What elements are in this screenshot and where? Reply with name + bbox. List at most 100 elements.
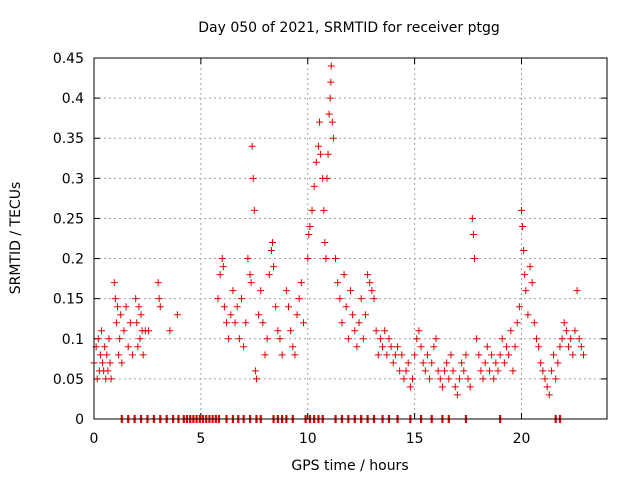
data-point [368, 287, 376, 295]
data-point [381, 327, 389, 335]
data-point [400, 375, 408, 383]
data-point [173, 311, 181, 319]
data-point [136, 335, 144, 343]
data-point [430, 343, 438, 351]
data-point [110, 279, 118, 287]
data-point [276, 335, 284, 343]
data-point [466, 383, 474, 391]
data-point [441, 367, 449, 375]
data-point [132, 295, 140, 303]
data-point [469, 230, 477, 238]
data-point [515, 303, 523, 311]
y-tick-label: 0.05 [53, 372, 84, 388]
data-point [361, 311, 369, 319]
data-point [216, 271, 224, 279]
data-point [565, 343, 573, 351]
data-point [513, 319, 521, 327]
y-tick-label: 0.4 [62, 91, 84, 107]
data-point [575, 335, 583, 343]
data-point [249, 174, 257, 182]
data-point [287, 327, 295, 335]
data-point [359, 335, 367, 343]
data-point [327, 78, 335, 86]
data-point [374, 351, 382, 359]
data-point [569, 351, 577, 359]
data-point [505, 351, 513, 359]
data-point [308, 206, 316, 214]
data-point [251, 367, 259, 375]
data-point [526, 263, 534, 271]
data-point [391, 351, 399, 359]
axis-ticks [93, 57, 607, 420]
data-point [462, 351, 470, 359]
data-point [135, 303, 143, 311]
data-point [520, 247, 528, 255]
data-point [237, 295, 245, 303]
x-tick-label: 20 [513, 431, 531, 447]
data-point [265, 271, 273, 279]
data-point [305, 230, 313, 238]
data-point [219, 263, 227, 271]
data-point [259, 319, 267, 327]
data-point [285, 303, 293, 311]
data-point [134, 343, 142, 351]
data-point [101, 343, 109, 351]
data-point [366, 279, 374, 287]
data-point [357, 295, 365, 303]
data-point [443, 359, 451, 367]
y-tick-labels: 0 0.05 0.1 0.15 0.2 0.25 0.3 0.35 0.4 0.45 [53, 51, 84, 428]
data-point [99, 359, 107, 367]
data-point [115, 351, 123, 359]
data-point [344, 335, 352, 343]
data-point [402, 367, 410, 375]
data-point [473, 335, 481, 343]
data-point [415, 327, 423, 335]
data-point [227, 311, 235, 319]
data-point [126, 319, 134, 327]
chart-title: Day 050 of 2021, SRMTID for receiver ptg… [198, 20, 500, 36]
data-point [383, 351, 391, 359]
data-point [528, 279, 536, 287]
data-point [122, 303, 130, 311]
data-point [282, 287, 290, 295]
x-tick-label: 0 [90, 431, 99, 447]
data-point [214, 295, 222, 303]
data-point [530, 319, 538, 327]
y-tick-label: 0 [75, 412, 84, 428]
y-tick-label: 0.35 [53, 131, 84, 147]
data-point [432, 335, 440, 343]
data-point [104, 367, 112, 375]
data-point [552, 375, 560, 383]
data-point [438, 383, 446, 391]
data-point [97, 327, 105, 335]
data-point [567, 335, 575, 343]
data-point [117, 311, 125, 319]
data-point [426, 375, 434, 383]
data-point [524, 311, 532, 319]
data-point [470, 255, 478, 263]
data-point [372, 327, 380, 335]
data-point [532, 335, 540, 343]
data-point [419, 359, 427, 367]
data-point [327, 62, 335, 70]
data-point [488, 351, 496, 359]
x-tick-label: 10 [299, 431, 317, 447]
data-point [545, 391, 553, 399]
data-point [421, 367, 429, 375]
y-tick-label: 0.3 [62, 171, 84, 187]
data-point [522, 287, 530, 295]
data-point [314, 142, 322, 150]
data-point [353, 343, 361, 351]
data-point [261, 351, 269, 359]
data-point [573, 287, 581, 295]
data-point [485, 367, 493, 375]
data-point [103, 351, 111, 359]
data-point [252, 375, 260, 383]
data-point [312, 158, 320, 166]
data-point [106, 359, 114, 367]
data-point [496, 351, 504, 359]
data-point [297, 279, 305, 287]
data-point [428, 359, 436, 367]
data-point [475, 351, 483, 359]
